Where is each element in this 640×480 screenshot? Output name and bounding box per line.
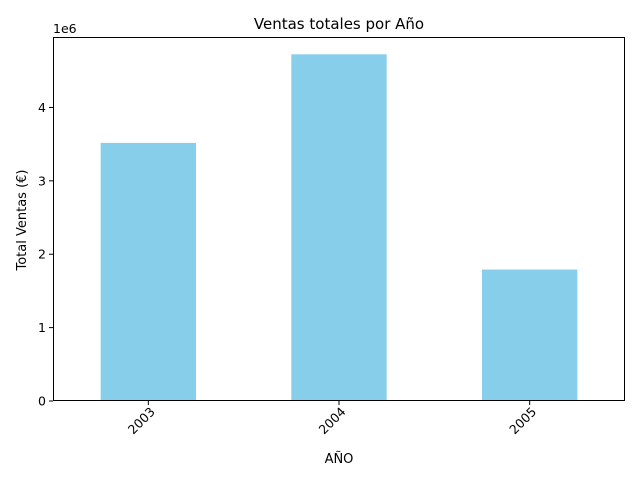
bar-2003 [100,142,196,401]
x-tick-label-2003: 2003 [125,404,158,437]
plot-area-frame [53,37,625,401]
x-axis-label: AÑO [325,451,354,467]
chart-title: Ventas totales por Año [254,15,424,33]
x-axis-ticks: 2003 2004 2005 [125,401,539,437]
y-tick-label: 0 [38,394,46,409]
y-axis-label: Total Ventas (€) [15,170,30,272]
x-tick-label-2005: 2005 [506,404,539,437]
y-tick-label: 1 [38,320,46,335]
bars-group [100,54,578,401]
y-axis-ticks: 0 1 2 3 4 [38,100,53,409]
y-tick-label: 4 [38,100,46,115]
y-axis-offset-label: 1e6 [53,21,77,36]
x-tick-label-2004: 2004 [315,404,348,437]
bar-2004 [291,54,387,401]
y-tick-label: 3 [38,173,46,188]
y-tick-label: 2 [38,247,46,262]
bar-2005 [482,269,578,401]
